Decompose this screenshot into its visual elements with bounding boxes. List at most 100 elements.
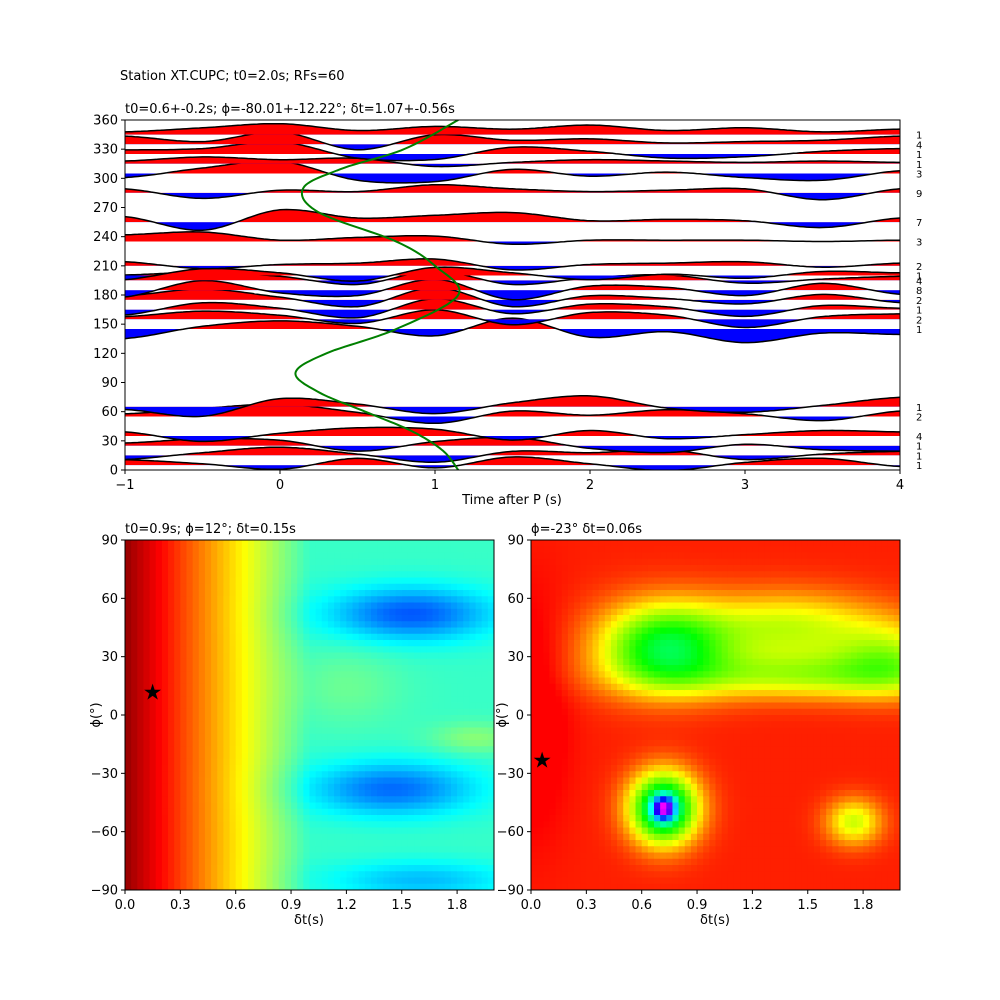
heatmap-cell <box>334 746 341 754</box>
heatmap-cell <box>248 758 255 766</box>
heatmap-cell <box>660 740 667 747</box>
heatmap-cell <box>284 596 292 604</box>
heatmap-cell <box>248 577 255 585</box>
heatmap-cell <box>297 777 304 785</box>
heatmap-cell <box>555 846 563 854</box>
heatmap-cell <box>364 765 372 772</box>
heatmap-cell <box>629 646 637 654</box>
heatmap-cell <box>555 677 563 685</box>
heatmap-cell <box>377 746 384 754</box>
heatmap-cell <box>389 552 397 560</box>
heatmap-cell <box>315 740 323 747</box>
heatmap-cell <box>346 552 354 560</box>
heatmap-cell <box>543 596 551 604</box>
heatmap-cell <box>223 802 231 810</box>
heatmap-cell <box>254 627 261 635</box>
heatmap-cell <box>426 808 434 816</box>
heatmap-cell <box>297 746 304 754</box>
heatmap-cell <box>414 865 421 872</box>
heatmap-cell <box>401 558 409 566</box>
heatmap-cell <box>647 771 655 779</box>
heatmap-cell <box>180 540 188 547</box>
heatmap-cell <box>401 808 409 816</box>
heatmap-cell <box>211 708 218 716</box>
heatmap-cell <box>198 852 206 860</box>
heatmap-cell <box>457 802 464 810</box>
heatmap-cell <box>647 608 655 616</box>
heatmap-cell <box>549 552 557 560</box>
heatmap-cell <box>672 558 680 566</box>
heatmap-cell <box>647 565 655 572</box>
heatmap-cell <box>660 633 667 641</box>
y-tick-label: 270 <box>93 201 118 216</box>
heatmap-cell <box>149 627 157 635</box>
heatmap-cell <box>610 821 618 829</box>
heatmap-cell <box>315 633 323 641</box>
heatmap-cell <box>125 733 132 741</box>
heatmap-cell <box>598 715 606 722</box>
heatmap-cell <box>284 802 292 810</box>
heatmap-cell <box>223 871 231 879</box>
heatmap-cell <box>352 540 360 547</box>
heatmap-cell <box>537 746 544 754</box>
heatmap-cell <box>168 771 175 779</box>
heatmap-cell <box>260 602 268 610</box>
heatmap-cell <box>426 652 434 660</box>
heatmap-cell <box>555 540 563 547</box>
rf-trace <box>125 156 900 168</box>
rf-trace-count-label: 2 <box>916 296 922 307</box>
heatmap-cell <box>629 608 637 616</box>
heatmap-cell <box>647 646 655 654</box>
heatmap-cell <box>641 871 649 879</box>
heatmap-cell <box>327 846 335 854</box>
heatmap-cell <box>561 827 569 835</box>
heatmap-cell <box>235 777 243 785</box>
heatmap-cell <box>475 727 483 735</box>
heatmap-cell <box>149 765 157 772</box>
heatmap-cell <box>186 690 194 697</box>
heatmap-cell <box>241 721 249 729</box>
heatmap-cell <box>407 596 415 604</box>
heatmap-cell <box>198 683 206 691</box>
heatmap-cell <box>444 558 452 566</box>
heatmap-cell <box>475 558 483 566</box>
heatmap-cell <box>364 802 372 810</box>
heatmap-cell <box>204 677 212 685</box>
heatmap-cell <box>647 796 655 804</box>
heatmap-cell <box>217 796 224 804</box>
rf-trace-negative-fill <box>125 329 900 343</box>
heatmap-cell <box>235 771 243 779</box>
rf-trace-count-label: 1 <box>916 272 922 283</box>
heatmap-cell <box>149 833 157 841</box>
heatmap-cell <box>574 783 581 791</box>
heatmap-cell <box>567 596 575 604</box>
heatmap-cell <box>481 858 489 866</box>
heatmap-cell <box>198 721 206 729</box>
heatmap-cell <box>684 783 692 791</box>
heatmap-cell <box>444 865 452 872</box>
heatmap-cell <box>340 565 347 572</box>
heatmap-cell <box>168 840 175 847</box>
heatmap-cell <box>315 665 323 672</box>
heatmap-cell <box>629 577 637 585</box>
heatmap-cell <box>284 658 292 666</box>
heatmap-cell <box>414 715 421 722</box>
heatmap-cell <box>395 740 403 747</box>
heatmap-cell <box>555 671 563 679</box>
rf-trace-positive-fill <box>125 209 900 223</box>
heatmap-cell <box>481 746 489 754</box>
heatmap-cell <box>610 608 618 616</box>
heatmap-cell <box>346 658 354 666</box>
heatmap-cell <box>131 777 138 785</box>
heatmap-cell <box>610 690 618 697</box>
heatmap-cell <box>654 640 661 647</box>
heatmap-cell <box>438 790 446 797</box>
heatmap-cell <box>168 627 175 635</box>
heatmap-cell <box>438 683 446 691</box>
heatmap-cell <box>672 802 680 810</box>
heatmap-cell <box>395 815 403 822</box>
heatmap-cell <box>660 540 667 547</box>
heatmap-cell <box>272 696 280 704</box>
heatmap-cell <box>561 690 569 697</box>
heatmap-cell <box>660 577 667 585</box>
